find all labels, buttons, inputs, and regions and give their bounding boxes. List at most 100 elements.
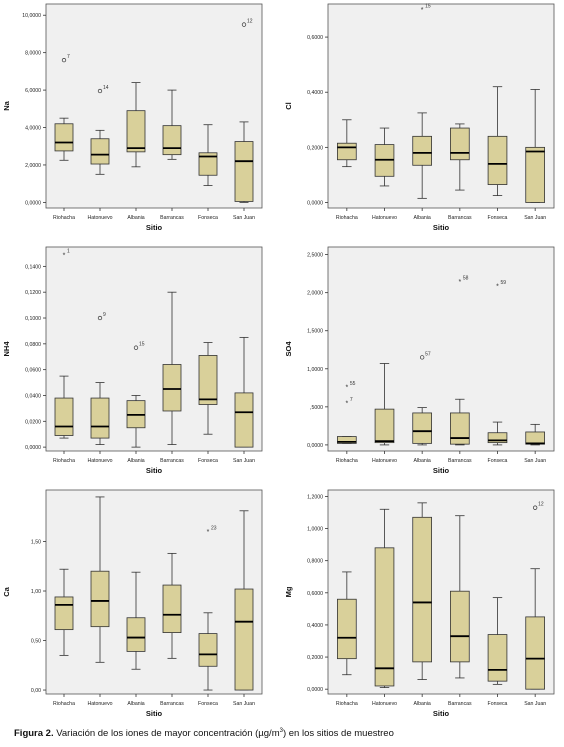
box-barrancas	[162, 291, 182, 445]
outlier-star: *	[421, 7, 424, 14]
iqr-box	[337, 142, 357, 161]
x-tick-label: San Juan	[233, 215, 255, 221]
iqr-box	[162, 584, 182, 634]
y-tick-label: 0,50	[31, 639, 41, 645]
iqr-box	[198, 152, 218, 176]
x-tick-label: Barrancas	[160, 701, 184, 707]
box-san-juan	[525, 89, 545, 203]
y-axis-label: Ca	[2, 586, 11, 596]
iqr-box	[337, 598, 357, 660]
outlier-label: 1	[67, 249, 70, 255]
box-hatonuevo	[374, 363, 395, 446]
y-tick-label: 1,0000	[307, 367, 323, 373]
y-tick-label: 0,0000	[307, 200, 323, 206]
x-tick-label: San Juan	[524, 701, 546, 707]
box-barrancas	[162, 552, 182, 659]
caption-superscript: 3	[279, 728, 283, 734]
y-tick-label: 2,5000	[307, 253, 323, 259]
y-axis-label: Na	[2, 100, 11, 110]
x-tick-label: Albania	[127, 701, 144, 707]
box-riohacha	[337, 571, 357, 676]
x-axis-label: Sitio	[146, 223, 163, 232]
x-tick-label: Albania	[127, 458, 144, 464]
y-axis-label: SO4	[284, 341, 293, 357]
box-fonseca	[487, 597, 508, 685]
x-tick-label: Albania	[127, 215, 144, 221]
x-tick-label: Barrancas	[160, 215, 184, 221]
iqr-box	[54, 397, 74, 436]
y-tick-label: 8,0000	[25, 51, 41, 57]
iqr-box	[374, 547, 395, 687]
iqr-box	[126, 617, 146, 652]
y-tick-label: 0,0600	[25, 368, 41, 374]
y-tick-label: 0,6000	[307, 35, 323, 41]
outlier-label: 15	[139, 342, 145, 348]
x-tick-label: Riohacha	[53, 215, 75, 221]
box-fonseca	[198, 342, 218, 435]
x-tick-label: Barrancas	[448, 701, 472, 707]
x-tick-label: Fonseca	[198, 458, 218, 464]
x-tick-label: Hatonuevo	[87, 215, 112, 221]
outlier-label: 23	[211, 526, 217, 532]
outlier-circle	[97, 88, 103, 94]
x-tick-label: Fonseca	[488, 458, 508, 464]
y-tick-label: 0,0200	[25, 419, 41, 425]
outlier-star: *	[63, 252, 66, 259]
outlier-label: 9	[103, 312, 106, 318]
box-riohacha	[337, 436, 357, 444]
outlier-star: *	[496, 283, 499, 290]
x-tick-label: Riohacha	[336, 458, 358, 464]
y-tick-label: 0,00	[31, 688, 41, 694]
y-tick-label: 0,0000	[307, 443, 323, 449]
outlier-star: *	[207, 529, 210, 536]
box-san-juan	[525, 423, 545, 446]
iqr-box	[90, 138, 110, 165]
plot-area	[327, 3, 555, 209]
box-riohacha	[54, 568, 74, 656]
iqr-box	[54, 123, 74, 152]
x-tick-label: Hatonuevo	[372, 701, 397, 707]
x-tick-label: Fonseca	[488, 701, 508, 707]
outlier-star: *	[458, 279, 461, 286]
box-albania	[126, 571, 146, 670]
box-barrancas	[162, 89, 182, 160]
iqr-box	[234, 392, 254, 448]
y-tick-label: 0,0400	[25, 393, 41, 399]
x-axis-label: Sitio	[146, 709, 163, 718]
outlier-label: 59	[501, 280, 507, 286]
iqr-box	[374, 408, 395, 444]
box-san-juan	[234, 336, 254, 448]
y-tick-label: 0,1000	[25, 316, 41, 322]
iqr-box	[234, 141, 254, 202]
y-tick-label: 10,0000	[22, 13, 41, 19]
y-tick-label: 1,0000	[307, 527, 323, 533]
iqr-box	[487, 634, 508, 682]
outlier-label: 7	[67, 54, 70, 60]
iqr-box	[525, 616, 545, 690]
x-tick-label: Fonseca	[488, 215, 508, 221]
outlier-label: 15	[425, 4, 431, 10]
box-barrancas	[450, 398, 470, 446]
iqr-box	[90, 570, 110, 628]
iqr-box	[450, 127, 470, 161]
plot-area	[327, 246, 555, 452]
box-barrancas	[450, 515, 470, 679]
caption-text-after: ) en los sitios de muestreo	[282, 728, 394, 740]
box-hatonuevo	[90, 382, 110, 445]
box-fonseca	[487, 86, 508, 196]
outlier-label: 57	[425, 351, 431, 357]
outlier-star: *	[345, 385, 348, 392]
x-tick-label: Albania	[414, 215, 431, 221]
outlier-circle	[241, 22, 247, 27]
outlier-circle	[61, 57, 67, 63]
box-san-juan	[234, 121, 254, 203]
x-tick-label: Hatonuevo	[87, 701, 112, 707]
x-tick-label: Hatonuevo	[372, 215, 397, 221]
outlier-star: *	[345, 401, 348, 408]
x-tick-label: Hatonuevo	[372, 458, 397, 464]
x-axis-label: Sitio	[146, 466, 163, 475]
x-axis-label: Sitio	[433, 709, 450, 718]
box-albania	[126, 82, 146, 168]
x-tick-label: Riohacha	[336, 701, 358, 707]
chart-panel-cl: 0,0000 0,2000 0,4000 0,6000 Cl Riohacha Hatonu…	[284, 3, 555, 232]
